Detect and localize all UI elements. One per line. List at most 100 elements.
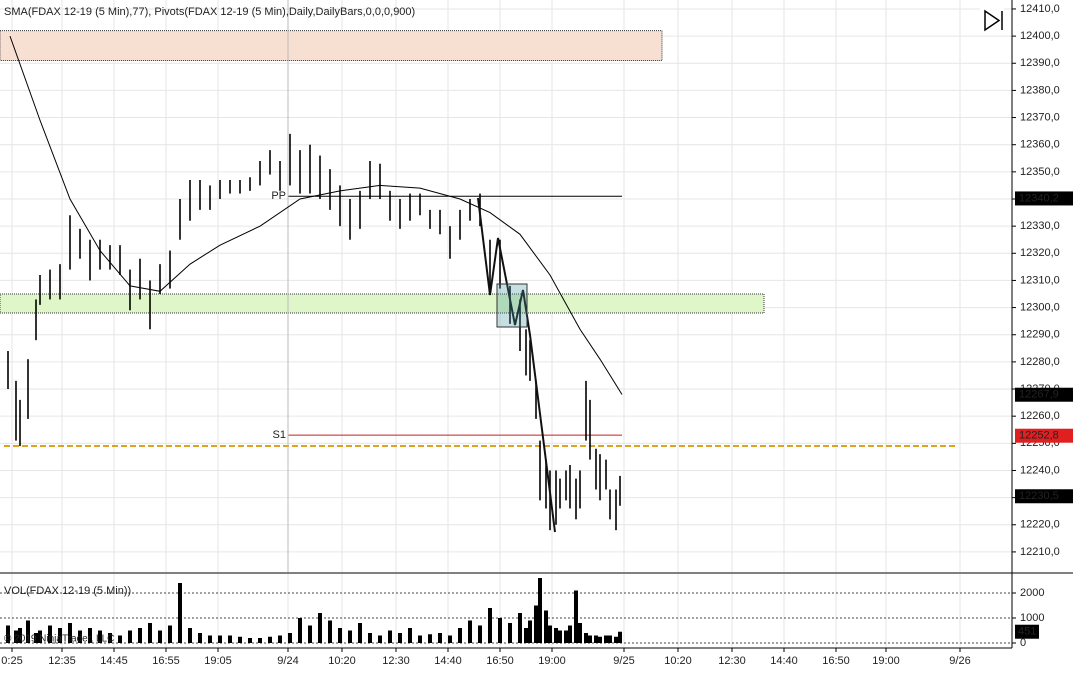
pivot-label: S1: [273, 429, 286, 441]
button-bg[interactable]: [980, 8, 1004, 32]
volume-bar: [468, 620, 472, 643]
price-marker: [1015, 428, 1073, 443]
y-tick-label: 12400,0: [1020, 30, 1060, 42]
x-tick-label: 16:50: [486, 655, 514, 667]
volume-bar: [548, 625, 552, 643]
volume-bar: [26, 620, 30, 643]
volume-bar: [564, 630, 568, 643]
volume-bar: [534, 605, 538, 643]
x-tick-label: 19:00: [872, 655, 900, 667]
volume-bar: [558, 630, 562, 643]
volume-bar: [388, 630, 392, 643]
chart-title: SMA(FDAX 12-19 (5 Min),77), Pivots(FDAX …: [4, 6, 415, 18]
volume-bar: [88, 628, 92, 643]
volume-bar: [38, 630, 42, 643]
volume-bar: [148, 623, 152, 643]
y-tick-label: 12260,0: [1020, 410, 1060, 422]
x-tick-label: 9/25: [613, 655, 634, 667]
volume-bar: [568, 625, 572, 643]
volume-bar: [554, 628, 558, 643]
volume-bar: [528, 620, 532, 643]
volume-bar: [544, 610, 548, 643]
volume-bar: [508, 623, 512, 643]
zone: [0, 30, 663, 62]
volume-bar: [368, 633, 372, 643]
x-tick-label: 9/24: [277, 655, 298, 667]
volume-bar: [58, 628, 62, 643]
y-tick-label: 12210,0: [1020, 546, 1060, 558]
volume-bar: [308, 625, 312, 643]
volume-bar: [408, 628, 412, 643]
sma-line: [9, 35, 623, 395]
y-tick-label: 12370,0: [1020, 111, 1060, 123]
volume-bar: [518, 613, 522, 643]
x-tick-label: 14:45: [100, 655, 128, 667]
volume-bar: [34, 633, 38, 643]
price-marker-label: 12267,9: [1019, 389, 1059, 401]
pivot-label: PP: [271, 190, 286, 202]
volume-bar: [478, 625, 482, 643]
volume-bar: [608, 635, 612, 643]
y-tick-label: 12410,0: [1020, 3, 1060, 15]
volume-bar: [188, 628, 192, 643]
y-tick-label: 12290,0: [1020, 329, 1060, 341]
volume-bar: [168, 625, 172, 643]
volume-bar: [584, 633, 588, 643]
volume-bar: [108, 633, 112, 643]
y-tick-label: 1000: [1020, 612, 1044, 624]
drawing-trendline: [477, 197, 556, 533]
volume-bar: [218, 635, 222, 643]
volume-bar: [118, 635, 122, 643]
volume-bar: [178, 583, 182, 643]
volume-bar: [14, 630, 18, 643]
volume-bar: [524, 628, 528, 643]
volume-bar: [614, 636, 618, 643]
y-tick-label: 12240,0: [1020, 464, 1060, 476]
price-marker-label: 12340,2: [1019, 192, 1059, 204]
y-tick-label: 0: [1020, 637, 1026, 649]
collapse-button[interactable]: [980, 8, 1004, 32]
x-tick-label: 14:40: [770, 655, 798, 667]
volume-bar: [488, 608, 492, 643]
volume-bar: [598, 636, 602, 643]
volume-bar: [68, 623, 72, 643]
x-tick-label: 0:25: [1, 655, 22, 667]
price-marker: [1015, 387, 1073, 402]
volume-bar: [418, 635, 422, 643]
copyright: © 2019 NinjaTrader, LLC: [4, 634, 114, 645]
volume-bar: [358, 623, 362, 643]
volume-bar: [128, 630, 132, 643]
volume-bar: [138, 628, 142, 643]
volume-bar: [594, 635, 598, 643]
x-tick-label: 10:20: [664, 655, 692, 667]
volume-bar: [498, 618, 502, 643]
volume-bar: [158, 630, 162, 643]
y-tick-label: 12360,0: [1020, 139, 1060, 151]
volume-bar: [378, 635, 382, 643]
x-tick-label: 10:20: [328, 655, 356, 667]
y-tick-label: 12350,0: [1020, 166, 1060, 178]
volume-bar: [318, 613, 322, 643]
price-marker: [1015, 489, 1073, 504]
volume-bar: [618, 631, 622, 643]
marks: [6, 35, 623, 643]
volume-bar: [208, 635, 212, 643]
y-tick-label: 12300,0: [1020, 301, 1060, 313]
volume-bar: [268, 636, 272, 643]
y-tick-label: 12390,0: [1020, 57, 1060, 69]
volume-title: VOL(FDAX 12-19 (5 Min)): [4, 585, 131, 597]
x-tick-label: 9/26: [949, 655, 970, 667]
y-tick-label: 12330,0: [1020, 220, 1060, 232]
volume-bar: [438, 633, 442, 643]
volume-bar: [428, 634, 432, 643]
volume-bar: [278, 635, 282, 643]
x-tick-label: 19:05: [204, 655, 232, 667]
x-tick-label: 16:50: [822, 655, 850, 667]
volume-bar: [18, 628, 22, 643]
volume-bar: [258, 638, 262, 643]
volume-marker-label: 451: [1018, 626, 1036, 638]
y-tick-label: 12320,0: [1020, 247, 1060, 259]
volume-bar: [588, 635, 592, 643]
